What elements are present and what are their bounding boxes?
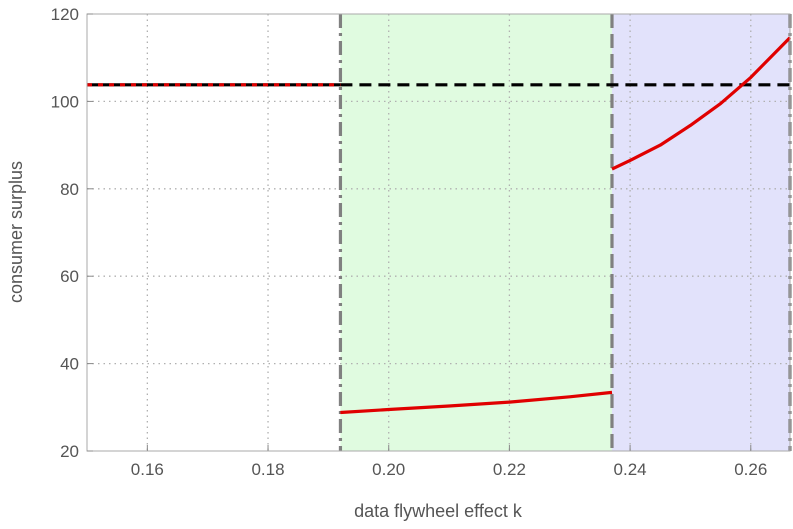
grid	[87, 14, 790, 451]
y-tick-label-3: 80	[60, 180, 79, 199]
y-axis-ticks: 20 40 60 80 100 120	[51, 5, 93, 461]
x-tick-label-0: 0.16	[131, 460, 164, 479]
y-axis-label: consumer surplus	[6, 161, 26, 303]
y-tick-label-4: 100	[51, 92, 79, 111]
y-tick-label-2: 60	[60, 267, 79, 286]
y-tick-label-1: 40	[60, 355, 79, 374]
series-2-segment-3	[611, 36, 792, 171]
plot-frame	[86, 13, 791, 452]
x-axis-ticks: 0.16 0.18 0.20 0.22 0.24 0.26	[131, 445, 767, 479]
series-2-segment-2	[340, 390, 613, 415]
x-tick-label-2: 0.20	[372, 460, 405, 479]
shaded-region-1	[340, 14, 612, 451]
x-axis-label: data flywheel effect k	[354, 501, 523, 521]
x-tick-label-1: 0.18	[251, 460, 284, 479]
shaded-regions	[340, 14, 790, 451]
shaded-region-2	[611, 14, 790, 451]
x-tick-label-3: 0.22	[493, 460, 526, 479]
y-tick-label-0: 20	[60, 442, 79, 461]
x-tick-label-5: 0.26	[734, 460, 767, 479]
series-lines	[87, 36, 792, 415]
y-tick-label-5: 120	[51, 5, 79, 24]
x-tick-label-4: 0.24	[614, 460, 647, 479]
